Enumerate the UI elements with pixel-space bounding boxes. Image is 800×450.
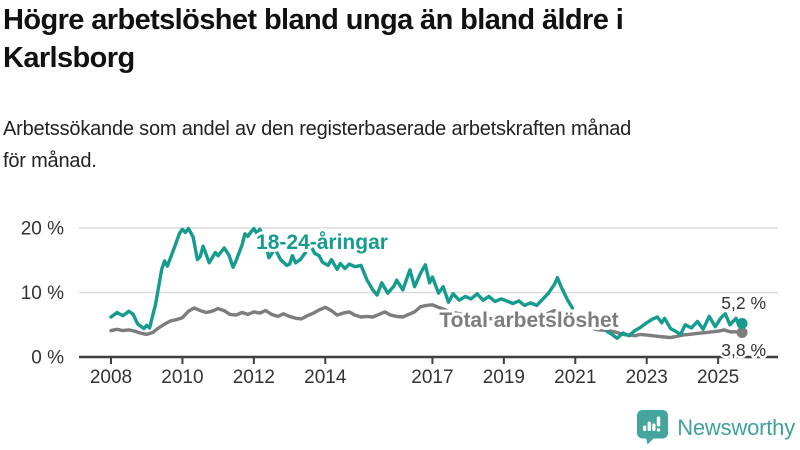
x-tick-label: 2012	[233, 367, 275, 388]
series-end-dot	[736, 317, 748, 329]
latest-value-label: 3,8 %	[721, 340, 766, 360]
x-tick-label: 2008	[90, 367, 132, 388]
x-tick-label: 2014	[304, 367, 347, 388]
title-line-1: Högre arbetslöshet bland unga än bland ä…	[3, 4, 624, 36]
chart-subtitle: Arbetssökande som andel av den registerb…	[3, 113, 787, 178]
series-line	[605, 312, 744, 340]
x-tick-label: 2021	[554, 367, 596, 388]
x-tick-label: 2019	[483, 367, 525, 388]
x-tick-label: 2025	[697, 367, 739, 388]
x-tick-label: 2010	[161, 367, 203, 388]
x-tick-label: 2023	[626, 367, 668, 388]
series-line	[109, 303, 577, 337]
subtitle-line-1: Arbetssökande som andel av den registerb…	[3, 118, 632, 140]
page-title: Högre arbetslöshet bland unga än bland ä…	[3, 2, 787, 77]
x-tick-label: 2017	[411, 367, 453, 388]
newsworthy-logo: Newsworthy	[636, 410, 795, 445]
y-tick-label: 10 %	[21, 283, 64, 304]
series-line	[109, 226, 575, 331]
series-end-dot	[736, 326, 748, 338]
latest-value-label: 5,2 %	[721, 293, 766, 313]
newsworthy-brand-name: Newsworthy	[677, 414, 795, 440]
newsworthy-bubble-chart-icon	[637, 410, 669, 445]
y-tick-label: 0 %	[31, 348, 64, 369]
y-tick-label: 20 %	[21, 219, 64, 240]
series-label: 18-24-åringar	[256, 231, 388, 254]
series-line	[593, 327, 744, 340]
subtitle-line-2: för månad.	[3, 150, 97, 173]
series-label: Total arbetslöshet	[439, 309, 618, 332]
title-line-2: Karlsborg	[3, 41, 135, 74]
